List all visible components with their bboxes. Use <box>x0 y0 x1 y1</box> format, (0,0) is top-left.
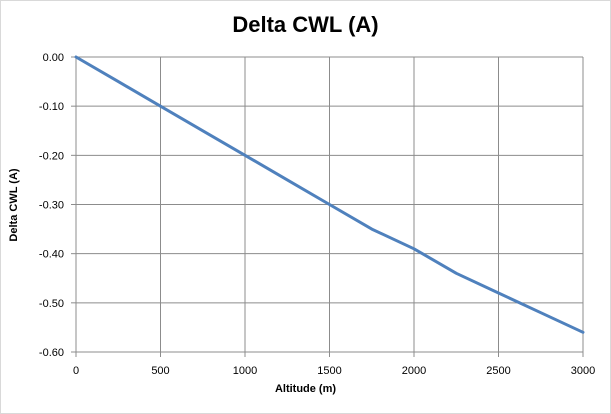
x-tick-label: 1500 <box>317 365 341 377</box>
y-tick-label: -0.10 <box>39 101 64 113</box>
x-tick-label: 0 <box>73 365 79 377</box>
y-tick-label: -0.50 <box>39 298 64 310</box>
x-tick-label: 1000 <box>233 365 257 377</box>
y-tick-label: -0.20 <box>39 150 64 162</box>
x-tick-label: 3000 <box>571 365 595 377</box>
x-tick-label: 2000 <box>402 365 426 377</box>
y-tick-label: -0.30 <box>39 200 64 212</box>
y-tick-label: 0.00 <box>43 52 64 64</box>
y-tick-label: -0.40 <box>39 249 64 261</box>
y-tick-label: -0.60 <box>39 347 64 359</box>
x-tick-label: 500 <box>151 365 169 377</box>
chart-title: Delta CWL (A) <box>232 12 379 37</box>
series-line <box>74 55 585 334</box>
x-tick-label: 2500 <box>486 365 510 377</box>
x-axis-label: Altitude (m) <box>274 383 337 395</box>
